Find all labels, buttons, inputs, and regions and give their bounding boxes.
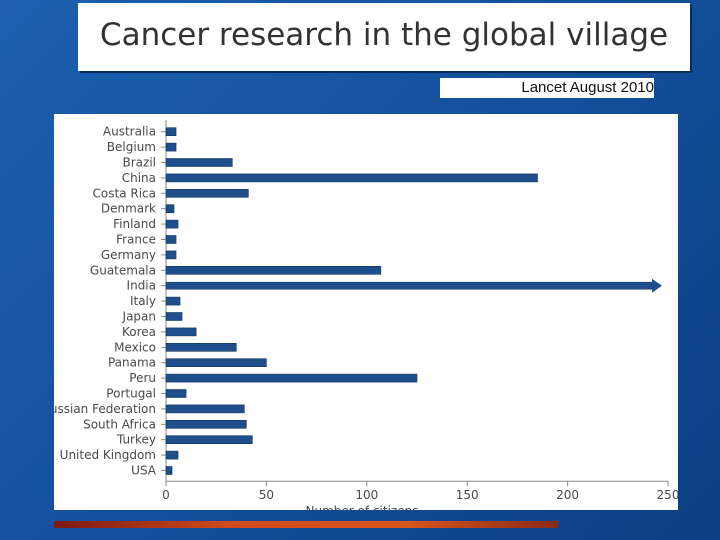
bar xyxy=(165,204,175,213)
bar xyxy=(165,235,177,244)
bar xyxy=(165,450,179,460)
bar xyxy=(165,389,187,398)
bar xyxy=(165,466,173,475)
category-label: India xyxy=(127,279,156,293)
category-label: Germany xyxy=(101,248,156,262)
bar xyxy=(165,266,382,275)
x-tick-label: 0 xyxy=(162,488,170,502)
bar xyxy=(165,404,245,414)
category-label: USA xyxy=(131,464,157,478)
bar xyxy=(165,312,183,321)
category-label: Italy xyxy=(130,294,156,308)
category-label: Mexico xyxy=(114,340,156,354)
x-tick-label: 250 xyxy=(657,488,678,502)
bar xyxy=(165,219,179,229)
category-label: Portugal xyxy=(106,387,156,401)
bar xyxy=(165,419,247,429)
x-tick-label: 200 xyxy=(556,488,579,502)
category-label: Guatemala xyxy=(90,263,156,277)
x-tick-label: 150 xyxy=(456,488,479,502)
category-label: Peru xyxy=(129,371,156,385)
category-label: Turkey xyxy=(116,433,156,447)
bar xyxy=(165,343,237,352)
slide-title: Cancer research in the global village xyxy=(99,17,669,53)
bar-arrow-head xyxy=(652,278,662,293)
category-label: Belgium xyxy=(107,140,156,154)
category-label: South Africa xyxy=(83,417,156,431)
bar xyxy=(165,173,538,183)
title-banner: Cancer research in the global village xyxy=(78,3,690,71)
category-label: China xyxy=(122,171,156,185)
category-label: United Kingdom xyxy=(60,448,156,462)
category-label: France xyxy=(116,233,156,247)
bar xyxy=(165,296,181,306)
bar xyxy=(165,158,233,167)
bar xyxy=(165,373,418,383)
source-citation: Lancet August 2010 xyxy=(440,78,654,98)
bar xyxy=(165,358,267,367)
bar xyxy=(165,435,253,445)
bar xyxy=(165,189,249,198)
category-label: Japan xyxy=(122,310,156,324)
category-label: Korea xyxy=(122,325,156,339)
category-label: Australia xyxy=(103,125,156,139)
bar xyxy=(165,250,177,260)
chart-panel: Australia Belgium Brazil China Costa Rica Den… xyxy=(54,114,678,510)
bar xyxy=(165,127,177,136)
decorative-bottom-bar xyxy=(54,521,558,528)
category-label: Russian Federation xyxy=(54,402,156,416)
bar xyxy=(165,281,653,290)
x-tick-label: 100 xyxy=(355,488,378,502)
x-axis-label: Number of citizens xyxy=(306,504,419,510)
category-label: Denmark xyxy=(101,202,156,216)
category-label: Costa Rica xyxy=(93,186,156,200)
x-tick-label: 50 xyxy=(259,488,274,502)
bar xyxy=(165,142,177,152)
category-label: Finland xyxy=(113,217,156,231)
category-label: Panama xyxy=(108,356,156,370)
category-label: Brazil xyxy=(123,156,157,170)
bar xyxy=(165,327,197,337)
